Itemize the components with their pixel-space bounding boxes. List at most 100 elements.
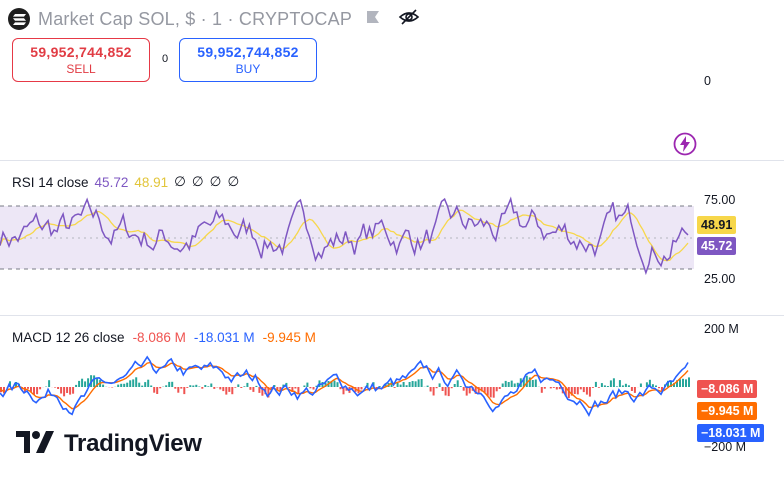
sell-button[interactable]: 59,952,744,852 SELL — [12, 38, 150, 82]
macd-hist-bar — [192, 385, 195, 387]
macd-hist-bar — [474, 387, 477, 394]
macd-legend: MACD 12 26 close -8.086 M -18.031 M -9.9… — [12, 330, 316, 345]
macd-hist-bar — [658, 387, 660, 389]
macd-hist-bar — [147, 379, 150, 387]
buy-button[interactable]: 59,952,744,852 BUY — [179, 38, 317, 82]
macd-hist-bar — [624, 383, 627, 387]
macd-hist-bar — [132, 379, 135, 387]
tradingview-wordmark: TradingView — [64, 430, 202, 457]
macd-hist-bar — [600, 383, 603, 387]
macd-value-tag: −18.031 M — [697, 424, 765, 442]
macd-hist-bar — [477, 387, 480, 394]
macd-hist-bar — [39, 387, 42, 390]
lightning-icon[interactable] — [673, 132, 697, 161]
tradingview-logo-icon — [16, 430, 56, 458]
macd-hist-bar — [219, 387, 222, 390]
macd-hist-bar — [288, 387, 291, 388]
macd-hist-bar — [60, 387, 63, 394]
pane-separator[interactable] — [0, 160, 784, 161]
macd-hist-bar — [525, 375, 528, 387]
macd-hist-bar — [606, 386, 609, 387]
macd-hist-bar — [30, 387, 32, 392]
macd-hist-bar — [486, 387, 489, 396]
macd-hist-bar — [279, 387, 282, 392]
macd-hist-bar — [459, 386, 462, 387]
macd-hist-bar — [225, 387, 228, 395]
tradingview-logo[interactable]: TradingView — [16, 430, 202, 458]
macd-hist-bar — [189, 385, 192, 387]
macd-title[interactable]: MACD 12 26 close — [12, 330, 125, 345]
solana-logo-icon — [8, 8, 30, 30]
macd-hist-bar — [558, 387, 561, 390]
macd-signal-value: -9.945 M — [262, 330, 316, 345]
macd-hist-bar — [123, 383, 126, 387]
macd-hist-bar — [240, 387, 243, 388]
macd-hist-bar — [426, 385, 429, 387]
macd-hist-bar — [393, 387, 396, 388]
macd-hist-bar — [456, 380, 459, 387]
chart-header: Market Cap SOL, $ · 1 · CRYPTOCAP — [8, 6, 420, 32]
pane-separator-2[interactable] — [0, 315, 784, 316]
macd-hist-bar — [447, 387, 450, 397]
macd-hist-bar — [661, 387, 663, 391]
macd-hist-bar — [513, 383, 516, 387]
macd-chart[interactable] — [0, 340, 694, 477]
macd-hist-bar — [126, 382, 129, 387]
macd-hist-bar — [234, 387, 237, 388]
macd-hist-bar — [9, 381, 11, 387]
macd-hist-bar — [297, 387, 300, 394]
macd-hist-bar — [670, 380, 672, 387]
macd-hist-bar — [465, 387, 468, 396]
macd-histogram — [0, 375, 690, 399]
macd-hist-bar — [408, 382, 411, 387]
macd-hist-bar — [603, 385, 606, 387]
macd-hist-bar — [510, 380, 513, 387]
macd-hist-bar — [342, 387, 345, 395]
macd-hist-bar — [81, 378, 84, 387]
macd-hist-bar — [438, 383, 441, 387]
buy-label: BUY — [235, 62, 261, 76]
rsi-extra-4: ∅ — [227, 174, 240, 189]
macd-hist-bar — [453, 384, 456, 387]
macd-hist-bar — [462, 387, 465, 391]
macd-hist-bar — [627, 385, 630, 387]
macd-hist-bar — [540, 387, 543, 393]
macd-hist-bar — [384, 383, 387, 387]
macd-hist-bar — [285, 382, 288, 387]
macd-hist-bar — [609, 380, 612, 387]
macd-hist-bar — [679, 379, 681, 387]
macd-line — [0, 355, 689, 417]
rsi-title[interactable]: RSI 14 close — [12, 174, 89, 190]
macd-hist-bar — [177, 387, 180, 393]
macd-hist-bar — [3, 387, 5, 394]
macd-hist-bar — [267, 387, 270, 398]
macd-hist-bar — [183, 387, 186, 395]
macd-hist-bar — [351, 387, 354, 390]
eye-crossed-icon[interactable] — [398, 8, 420, 31]
rsi-lower-label: 25.00 — [704, 272, 736, 286]
macd-hist-bar — [633, 387, 636, 393]
macd-hist-bar — [441, 387, 444, 391]
macd-hist-bar — [159, 387, 162, 389]
macd-hist-bar — [333, 380, 336, 387]
macd-hist-bar — [543, 387, 546, 389]
macd-hist-bar — [682, 378, 684, 387]
macd-hist-bar — [204, 385, 207, 387]
macd-hist-bar — [180, 387, 183, 389]
macd-hist-bar — [63, 387, 66, 397]
spread-value: 0 — [162, 53, 169, 65]
rsi-chart[interactable] — [0, 180, 694, 310]
symbol-title[interactable]: Market Cap SOL, $ · 1 · CRYPTOCAP — [38, 8, 353, 29]
macd-hist-bar — [378, 386, 381, 387]
macd-hist-bar — [324, 382, 327, 387]
macd-hist-bar — [330, 380, 333, 387]
macd-hist-bar — [186, 387, 189, 388]
macd-hist-bar — [594, 381, 597, 387]
macd-hist-bar — [495, 387, 498, 392]
macd-hist-bar — [534, 379, 537, 387]
macd-hist-bar — [198, 386, 201, 387]
macd-hist-bar — [102, 384, 105, 387]
macd-hist-bar — [156, 387, 159, 394]
macd-hist-bar — [96, 377, 99, 387]
flag-icon[interactable] — [366, 10, 380, 29]
